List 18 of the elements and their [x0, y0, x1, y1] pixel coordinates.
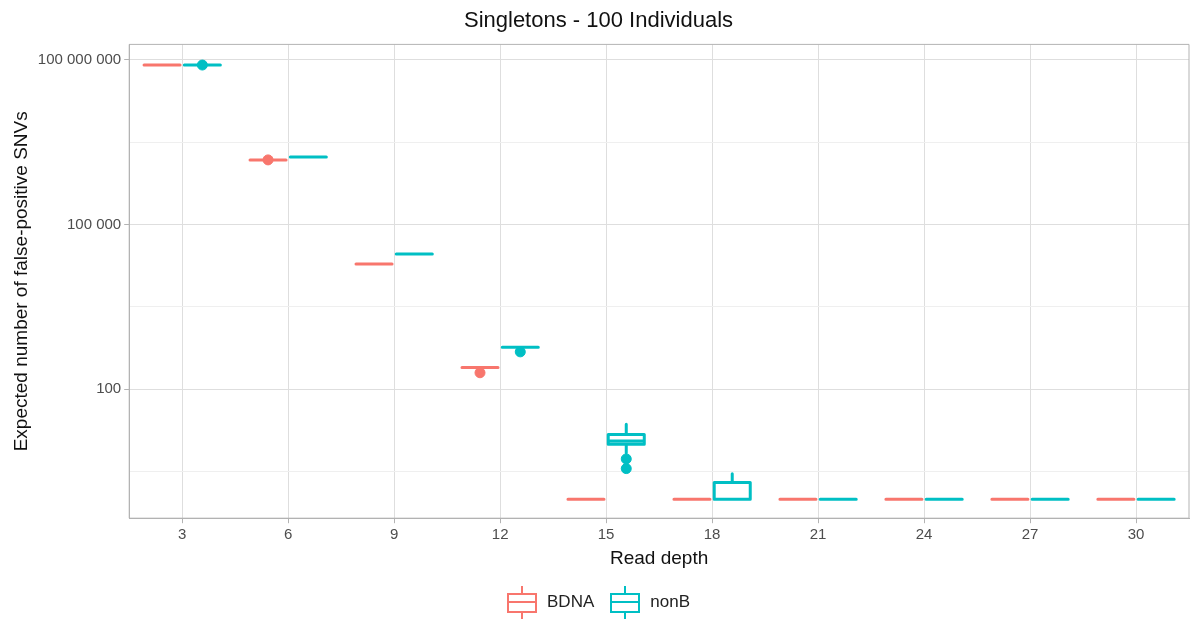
x-tick-label: 12 [491, 525, 509, 543]
x-tick-label: 21 [809, 525, 827, 543]
y-tick-label: 100 000 000 [37, 49, 122, 67]
legend-label: nonB [650, 592, 690, 612]
x-tick-label: 30 [1127, 525, 1145, 543]
y-axis-title: Expected number of false-positive SNVs [9, 111, 31, 452]
x-tick-label: 3 [178, 525, 187, 543]
y-tick-label: 100 [96, 379, 122, 397]
x-tick-label: 18 [703, 525, 721, 543]
legend-label: BDNA [547, 592, 595, 612]
x-axis-title: Read depth [609, 546, 709, 568]
x-tick-label: 24 [915, 525, 933, 543]
y-tick-label: 100 000 [66, 214, 122, 232]
chart-title: Singletons - 100 Individuals [463, 7, 734, 33]
x-tick-label: 27 [1021, 525, 1039, 543]
x-tick-label: 6 [284, 525, 293, 543]
x-tick-label: 15 [597, 525, 615, 543]
x-tick-label: 9 [389, 525, 399, 543]
